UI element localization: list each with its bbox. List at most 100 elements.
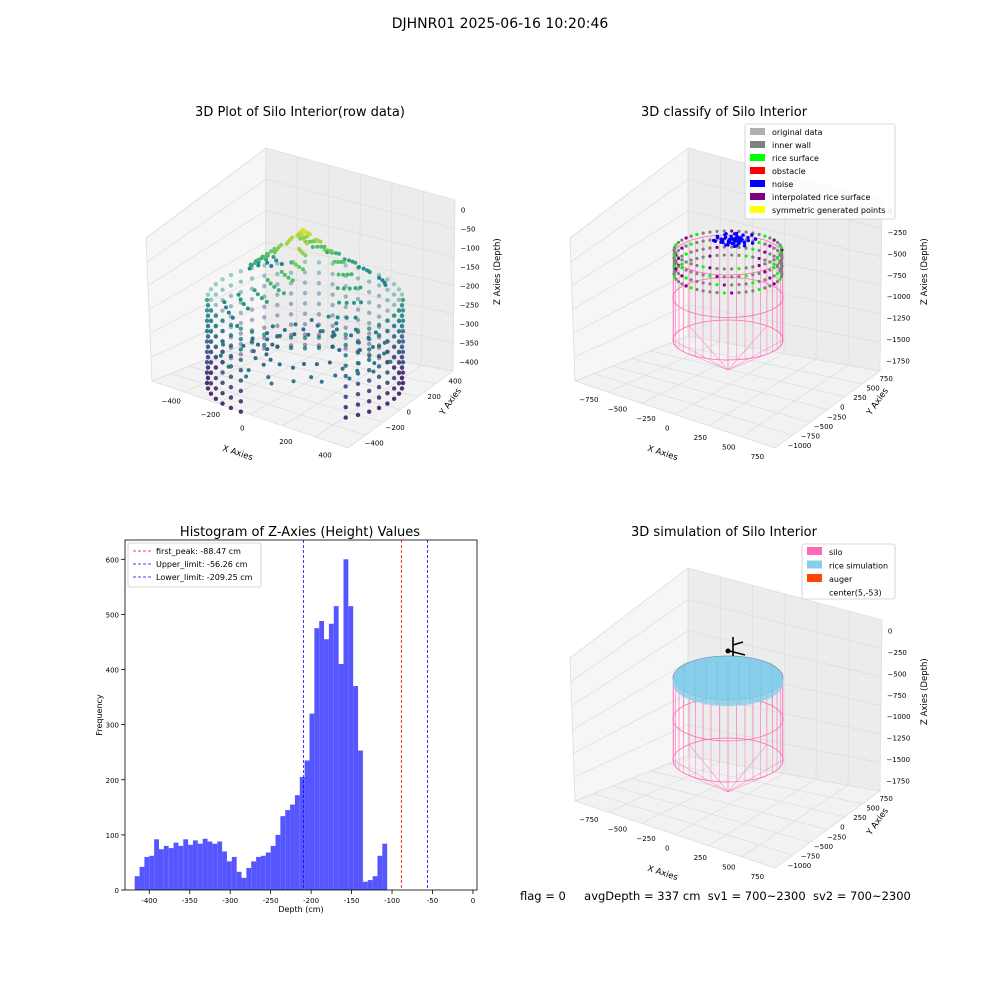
classified-point (763, 234, 767, 238)
data-point (391, 323, 397, 329)
histogram-bar (319, 621, 325, 890)
data-point (376, 353, 382, 359)
classified-point (763, 270, 767, 274)
data-point (208, 359, 214, 365)
data-point (284, 241, 289, 246)
data-point (262, 325, 267, 330)
grid-line (148, 241, 266, 310)
legend-swatch (807, 587, 822, 596)
data-point (204, 318, 210, 323)
data-point (262, 283, 267, 289)
data-point (220, 349, 225, 354)
noise-point (731, 237, 735, 241)
histogram-bar (134, 876, 140, 890)
noise-point (750, 233, 754, 237)
y-tick-label: 250 (853, 394, 866, 402)
data-point (349, 272, 354, 277)
data-point (322, 244, 327, 249)
data-point (400, 370, 406, 375)
data-point (343, 373, 348, 379)
data-point (315, 244, 320, 249)
data-point (282, 327, 287, 332)
classified-point (674, 251, 678, 255)
data-point (396, 370, 402, 375)
classified-point (689, 234, 693, 238)
data-point (350, 259, 355, 264)
data-point (344, 300, 349, 305)
data-point (228, 283, 234, 288)
data-point (340, 366, 345, 371)
classified-point (779, 274, 784, 279)
data-point (316, 345, 322, 351)
data-point (334, 327, 339, 332)
data-point (376, 335, 382, 340)
data-point (302, 335, 308, 341)
data-point (396, 297, 402, 302)
y-tick-label: −500 (814, 423, 833, 431)
legend-classify: original data inner wall rice surface obsta… (744, 123, 896, 220)
data-point (366, 341, 372, 347)
x-axis-label: X Axies (221, 444, 254, 463)
classified-point (672, 253, 677, 258)
data-point (353, 286, 358, 291)
data-point (265, 278, 270, 283)
classified-point (684, 260, 688, 264)
histogram-bar (377, 855, 383, 890)
data-point (400, 328, 406, 334)
classified-point (695, 240, 699, 245)
data-point (399, 355, 405, 360)
classified-point (708, 246, 712, 250)
histogram-bar (382, 843, 388, 890)
classified-point (701, 289, 705, 293)
data-point (391, 344, 397, 350)
histogram-bar (222, 851, 227, 890)
data-point (228, 272, 234, 278)
y-tick-label: 400 (106, 667, 119, 675)
data-point (236, 292, 241, 297)
data-point (349, 333, 354, 338)
data-point (385, 308, 390, 313)
data-point (345, 272, 350, 277)
classified-point (708, 274, 712, 278)
data-point (355, 368, 360, 373)
data-point (337, 348, 342, 352)
data-point (302, 230, 307, 235)
classified-point (689, 262, 693, 266)
plot-frame (124, 539, 478, 891)
data-point (399, 303, 405, 308)
classified-point (672, 256, 676, 260)
x-tick-label: −500 (608, 405, 627, 413)
data-point (241, 301, 246, 306)
data-point (277, 333, 282, 338)
data-point (343, 415, 348, 420)
histogram-bar (275, 834, 281, 890)
data-point (251, 349, 256, 354)
legend-swatch (750, 206, 765, 213)
data-point (269, 264, 274, 269)
y-tick-label: −750 (801, 433, 820, 441)
data-point (316, 280, 322, 286)
legend-swatch (750, 128, 765, 135)
classified-point (701, 281, 705, 285)
silo-wire (672, 759, 729, 793)
data-point (264, 352, 269, 357)
data-point (385, 277, 390, 282)
data-point (355, 412, 361, 418)
classified-point (672, 274, 677, 279)
data-point (400, 380, 406, 386)
data-point (302, 301, 308, 306)
grid-line (574, 304, 689, 358)
axes3d-simulation: −750−500−2500250500750−1000−750−500−2500… (569, 567, 930, 883)
data-point (298, 236, 303, 241)
x-tick-label: 0 (665, 425, 669, 433)
y-tick-label: 200 (428, 393, 441, 401)
data-point (391, 355, 397, 360)
data-point (366, 300, 372, 305)
data-point (205, 333, 211, 339)
classified-point (780, 272, 784, 276)
legend-label: center(5,-53) (829, 589, 882, 598)
classified-point (757, 287, 761, 292)
classified-point (680, 258, 684, 262)
histogram-bar (202, 838, 208, 890)
x-tick-label: -350 (182, 897, 198, 905)
